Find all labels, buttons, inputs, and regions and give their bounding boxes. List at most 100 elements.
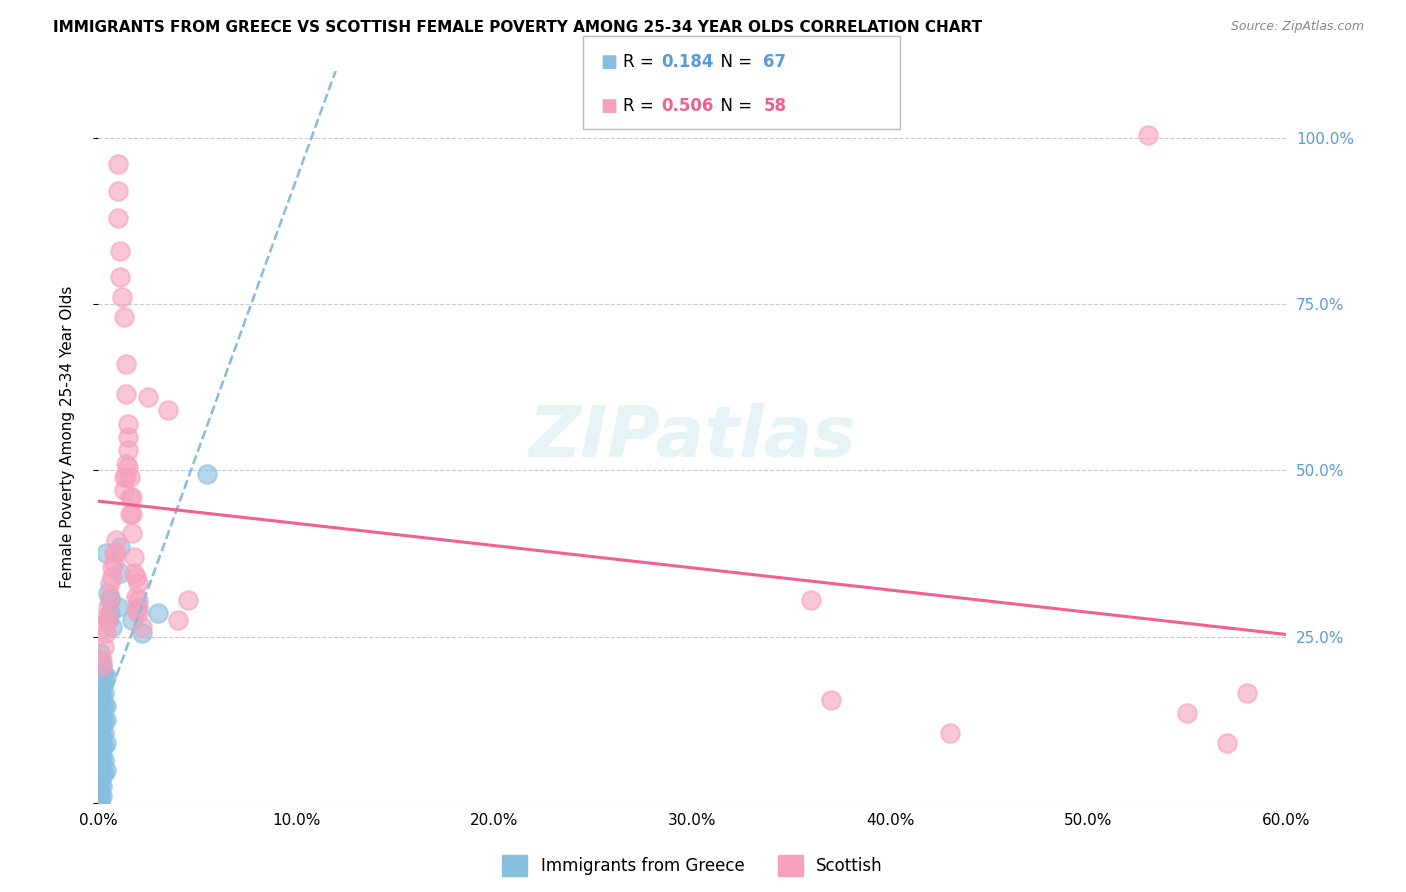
Point: [93, 699, 115, 714]
Point: [103, 557, 125, 571]
Point: [91, 690, 114, 704]
Text: ZIPatlas: ZIPatlas: [529, 402, 856, 472]
Point: [89, 666, 111, 681]
Point: [89, 759, 111, 773]
Point: [96, 669, 118, 683]
Point: [108, 540, 131, 554]
Text: 0.506: 0.506: [661, 97, 713, 115]
Point: [122, 549, 145, 564]
Point: [1236, 686, 1258, 700]
Point: [89, 673, 111, 687]
Point: [91, 729, 114, 743]
Point: [89, 786, 111, 800]
Point: [125, 603, 148, 617]
Point: [136, 390, 159, 404]
Point: [105, 533, 128, 548]
Point: [89, 699, 111, 714]
Point: [111, 290, 134, 304]
Point: [97, 613, 120, 627]
Point: [89, 653, 111, 667]
Point: [89, 732, 111, 747]
Point: [121, 526, 143, 541]
Point: [89, 680, 111, 694]
Point: [96, 546, 118, 560]
Point: [105, 546, 128, 560]
Point: [107, 184, 129, 198]
Point: [115, 357, 138, 371]
Point: [91, 699, 114, 714]
Point: [108, 244, 131, 258]
Point: [108, 566, 131, 581]
Point: [127, 607, 149, 621]
Point: [103, 546, 125, 560]
Text: Source: ZipAtlas.com: Source: ZipAtlas.com: [1230, 20, 1364, 33]
Point: [125, 570, 148, 584]
Text: 0.184: 0.184: [661, 53, 713, 70]
Point: [166, 613, 188, 627]
Point: [1177, 706, 1199, 720]
Point: [112, 483, 135, 498]
Point: [176, 593, 198, 607]
Point: [112, 470, 135, 484]
Point: [107, 211, 129, 225]
Y-axis label: Female Poverty Among 25-34 Year Olds: Female Poverty Among 25-34 Year Olds: [60, 286, 75, 588]
Point: [117, 443, 139, 458]
Point: [93, 669, 115, 683]
Point: [107, 599, 129, 614]
Point: [1136, 128, 1159, 142]
Point: [121, 490, 143, 504]
Point: [131, 626, 153, 640]
Point: [122, 566, 145, 581]
Point: [107, 157, 129, 171]
Point: [96, 763, 118, 777]
Text: ■: ■: [600, 53, 617, 70]
Point: [98, 607, 121, 621]
Point: [127, 599, 149, 614]
Point: [93, 739, 115, 754]
Point: [195, 467, 218, 481]
Point: [89, 726, 111, 740]
Point: [91, 653, 114, 667]
Point: [89, 765, 111, 780]
Point: [115, 470, 138, 484]
Point: [120, 470, 142, 484]
Point: [89, 772, 111, 787]
Point: [97, 613, 120, 627]
Point: [89, 792, 111, 806]
Point: [91, 759, 114, 773]
Point: [93, 765, 115, 780]
Point: [89, 739, 111, 754]
Point: [98, 576, 121, 591]
Point: [91, 659, 114, 673]
Point: [91, 709, 114, 723]
Point: [97, 586, 120, 600]
Point: [125, 590, 148, 604]
Point: [96, 699, 118, 714]
Point: [89, 719, 111, 733]
Point: [146, 607, 169, 621]
Point: [101, 570, 124, 584]
Text: IMMIGRANTS FROM GREECE VS SCOTTISH FEMALE POVERTY AMONG 25-34 YEAR OLDS CORRELAT: IMMIGRANTS FROM GREECE VS SCOTTISH FEMAL…: [53, 20, 983, 35]
Point: [120, 507, 142, 521]
Point: [96, 609, 118, 624]
Point: [96, 736, 118, 750]
Text: R =: R =: [623, 53, 659, 70]
Point: [91, 719, 114, 733]
Point: [800, 593, 823, 607]
Text: 58: 58: [763, 97, 786, 115]
Point: [91, 789, 114, 804]
Point: [101, 619, 124, 633]
Legend: Immigrants from Greece, Scottish: Immigrants from Greece, Scottish: [495, 848, 890, 882]
Point: [91, 680, 114, 694]
Point: [93, 686, 115, 700]
Point: [89, 746, 111, 760]
Point: [96, 626, 118, 640]
Point: [98, 593, 121, 607]
Point: [89, 692, 111, 706]
Point: [91, 769, 114, 783]
Point: [121, 507, 143, 521]
Point: [89, 706, 111, 720]
Point: [121, 613, 143, 627]
Point: [117, 430, 139, 444]
Point: [120, 490, 142, 504]
